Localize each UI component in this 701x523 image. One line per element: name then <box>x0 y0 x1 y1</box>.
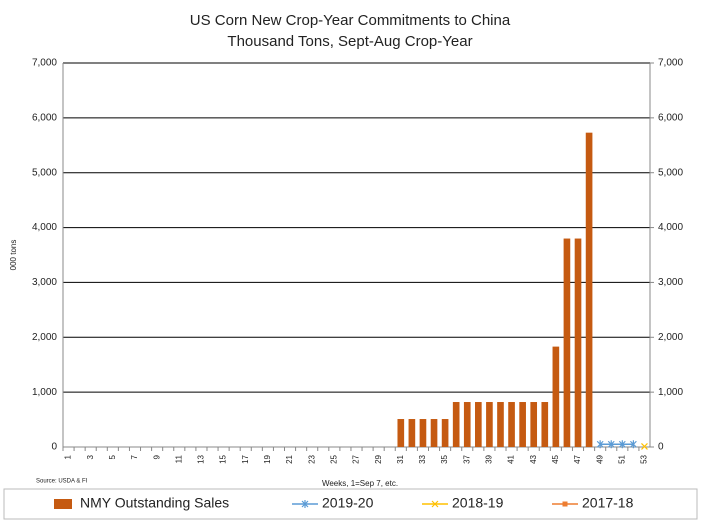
x-tick-label: 39 <box>485 454 494 463</box>
y2-tick-label: 0 <box>658 442 664 453</box>
bar <box>397 419 405 447</box>
x-tick-label: 33 <box>418 454 427 463</box>
chart-subtitle: Thousand Tons, Sept-Aug Crop-Year <box>227 33 472 50</box>
y-tick-label: 3,000 <box>32 277 57 288</box>
y2-tick-label: 5,000 <box>658 167 683 178</box>
bar <box>419 419 427 447</box>
y-tick-label: 5,000 <box>32 167 57 178</box>
marker <box>301 500 309 508</box>
y2-tick-label: 4,000 <box>658 222 683 233</box>
x-tick-label: 21 <box>285 454 294 463</box>
marker <box>596 440 604 449</box>
x-tick-label: 5 <box>108 454 117 459</box>
y2-tick-label: 2,000 <box>658 332 683 343</box>
marker <box>641 443 648 450</box>
x-tick-label: 13 <box>197 454 206 463</box>
bar <box>585 132 593 447</box>
bar <box>486 402 493 447</box>
y-tick-label: 7,000 <box>32 58 57 69</box>
y2-tick-label: 3,000 <box>658 277 683 288</box>
y2-tick-label: 1,000 <box>658 387 683 398</box>
x-tick-label: 41 <box>507 454 516 463</box>
bar <box>463 402 471 447</box>
x-tick-label: 27 <box>352 454 361 463</box>
y-axis-label: 000 tons <box>9 240 18 271</box>
bar <box>508 402 515 447</box>
legend-swatch <box>54 499 72 509</box>
y2-tick-label: 6,000 <box>658 112 683 123</box>
legend-box <box>3 488 698 520</box>
x-tick-label: 19 <box>263 454 272 463</box>
x-tick-label: 9 <box>152 454 161 459</box>
y-tick-label: 2,000 <box>32 332 57 343</box>
x-tick-label: 37 <box>462 454 471 463</box>
marker <box>629 440 637 449</box>
x-tick-label: 7 <box>130 454 139 459</box>
y-tick-label: 1,000 <box>32 387 57 398</box>
x-tick-label: 47 <box>573 454 582 463</box>
x-tick-label: 53 <box>640 454 649 463</box>
x-tick-label: 11 <box>174 454 183 463</box>
bar <box>475 402 482 447</box>
bar <box>519 402 526 447</box>
x-tick-label: 49 <box>595 454 604 463</box>
bar <box>574 238 582 447</box>
y-tick-label: 6,000 <box>32 112 57 123</box>
y2-tick-label: 7,000 <box>658 58 683 69</box>
x-tick-label: 3 <box>86 454 95 459</box>
y-tick-label: 4,000 <box>32 222 57 233</box>
x-tick-label: 15 <box>219 454 228 463</box>
legend-label: 2017-18 <box>582 495 634 511</box>
bar <box>530 402 538 447</box>
bar <box>563 238 571 447</box>
legend-label: NMY Outstanding Sales <box>80 495 229 511</box>
bar <box>552 346 560 447</box>
marker <box>562 501 568 507</box>
bar <box>541 402 549 447</box>
x-tick-label: 35 <box>440 454 449 463</box>
bar <box>408 419 416 447</box>
x-axis-label: Weeks, 1=Sep 7, etc. <box>322 479 398 488</box>
x-tick-label: 51 <box>617 454 626 463</box>
source: Source: USDA & FI <box>36 479 88 485</box>
bar <box>452 402 460 447</box>
marker <box>431 500 439 508</box>
x-tick-label: 45 <box>551 454 560 463</box>
y-tick-label: 0 <box>51 442 57 453</box>
marker <box>618 440 626 449</box>
x-tick-label: 43 <box>529 454 538 463</box>
bar <box>430 419 438 447</box>
legend-label: 2019-20 <box>322 495 374 511</box>
marker <box>607 440 615 449</box>
x-tick-label: 31 <box>396 454 405 463</box>
x-tick-label: 23 <box>307 454 316 463</box>
bar <box>441 419 449 447</box>
bar <box>497 402 504 447</box>
chart-title: US Corn New Crop-Year Commitments to Chi… <box>190 12 511 29</box>
x-tick-label: 17 <box>241 454 250 463</box>
x-tick-label: 25 <box>329 454 338 463</box>
x-tick-label: 29 <box>374 454 383 463</box>
legend-label: 2018-19 <box>452 495 504 511</box>
x-tick-label: 1 <box>64 454 73 459</box>
